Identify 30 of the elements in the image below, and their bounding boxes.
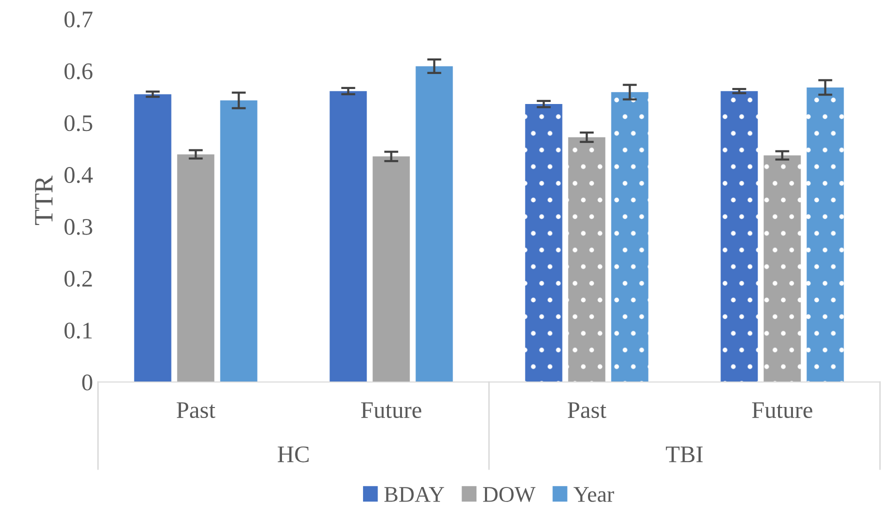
text: HC (278, 446, 309, 462)
bar (134, 94, 172, 382)
y-tick-label: 0.7 (64, 11, 92, 28)
bar (568, 137, 606, 382)
x-tick-label: Future (361, 402, 422, 418)
bar (330, 91, 367, 382)
y-tick-label: 0.6 (64, 63, 92, 80)
y-tick-label: 0 (82, 374, 92, 390)
bar (764, 155, 801, 382)
text: TBI (666, 446, 703, 462)
y-tick-label: 0.2 (64, 270, 92, 287)
legend-label: Year (574, 487, 614, 502)
y-tick-label: 0.1 (64, 322, 92, 339)
y-axis-title: TTR (35, 176, 52, 225)
legend-label: BDAY (384, 487, 444, 502)
bar (220, 100, 258, 382)
x-tick-label: Past (568, 402, 606, 418)
bar (416, 66, 453, 382)
bar (806, 87, 844, 382)
y-tick-label: 0.3 (64, 218, 92, 235)
y-tick-label: 0.5 (64, 115, 92, 132)
y-tick-label: 0.4 (64, 167, 93, 184)
x-tick-label: Past (176, 402, 216, 418)
legend-label: DOW (483, 486, 536, 502)
bar (372, 156, 410, 382)
bar (720, 91, 758, 382)
x-tick-label: Future (752, 402, 812, 418)
bar (611, 92, 648, 382)
bar (177, 154, 214, 382)
bar (525, 104, 562, 382)
